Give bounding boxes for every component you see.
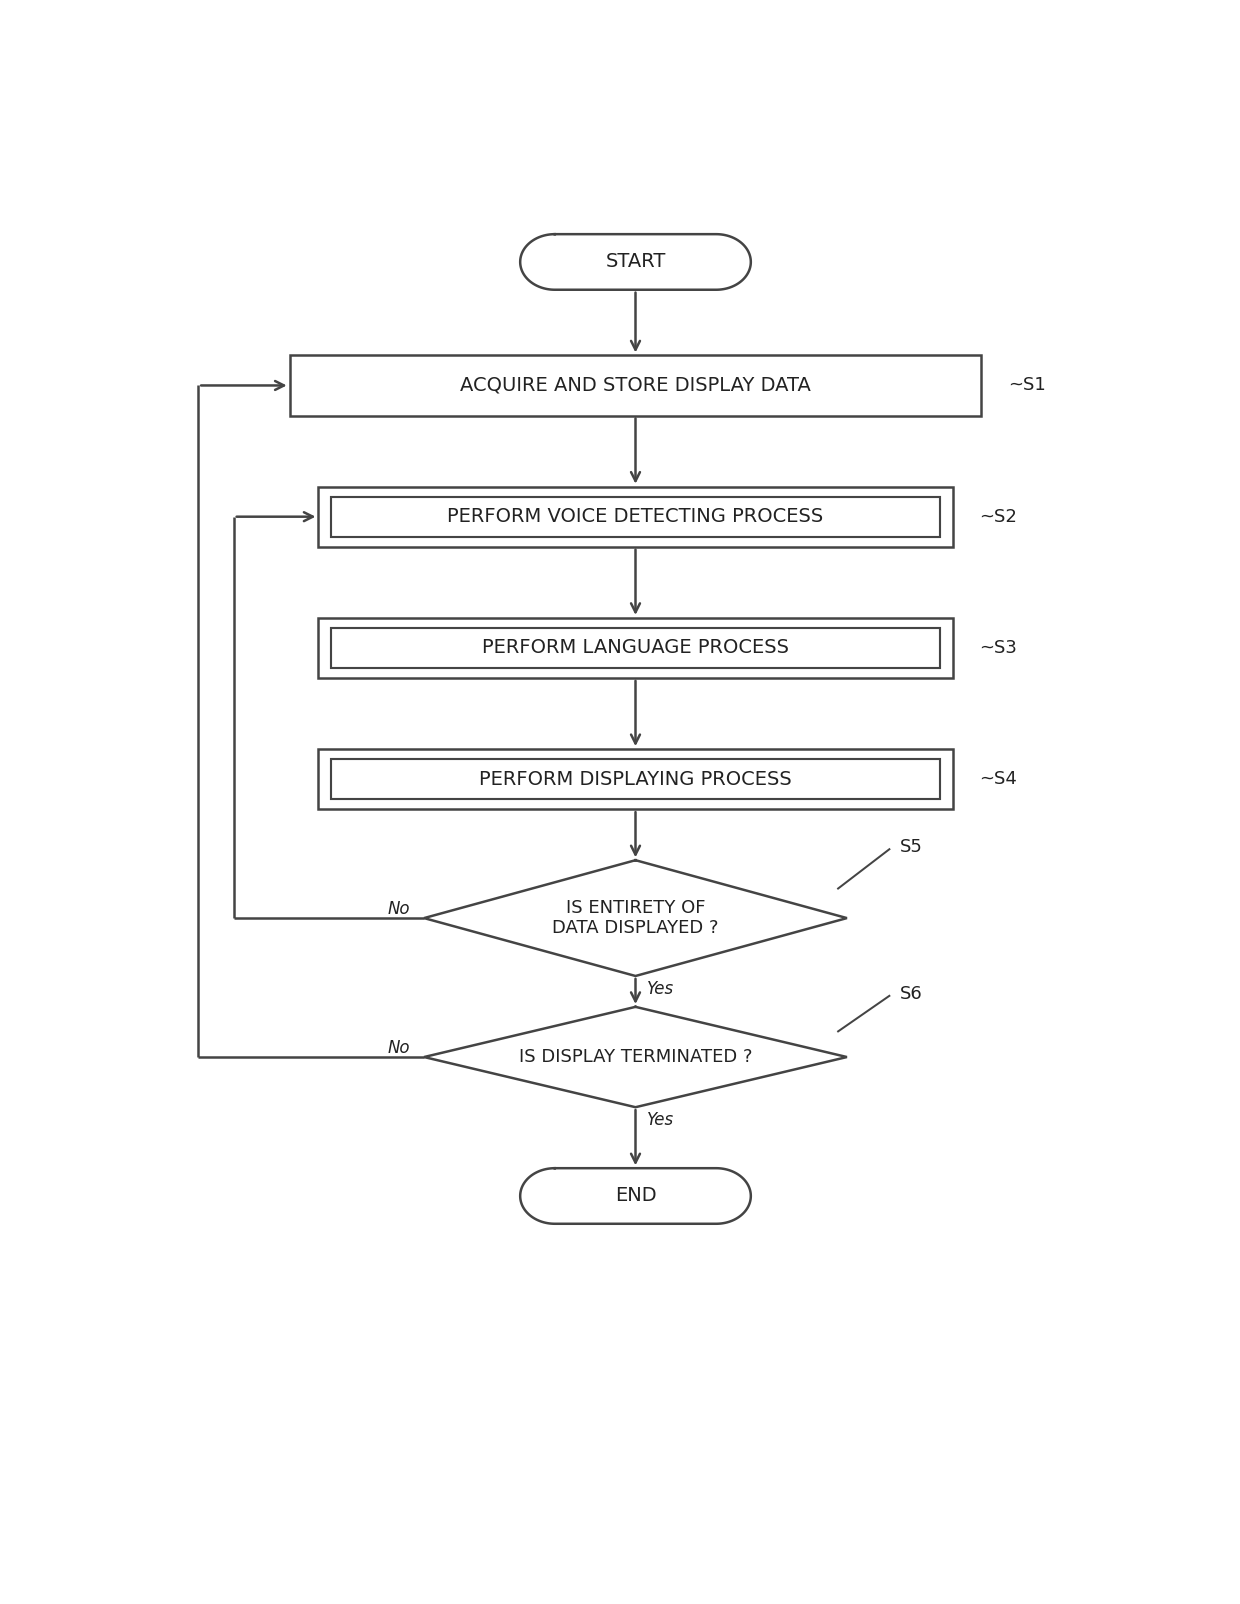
Bar	[319, 618, 952, 678]
Text: PERFORM VOICE DETECTING PROCESS: PERFORM VOICE DETECTING PROCESS	[448, 507, 823, 526]
Text: END: END	[615, 1187, 656, 1206]
Bar	[331, 627, 940, 667]
Text: No: No	[387, 1039, 409, 1057]
Bar	[319, 486, 952, 547]
Text: Yes: Yes	[647, 1112, 675, 1129]
Text: S5: S5	[900, 839, 923, 857]
Text: ~S4: ~S4	[980, 770, 1017, 788]
Text: No: No	[387, 900, 409, 917]
Bar	[331, 497, 940, 537]
Text: S6: S6	[900, 985, 923, 1002]
Polygon shape	[424, 860, 847, 975]
Text: IS ENTIRETY OF
DATA DISPLAYED ?: IS ENTIRETY OF DATA DISPLAYED ?	[552, 898, 719, 937]
Bar	[289, 356, 982, 415]
Text: START: START	[605, 252, 666, 271]
Text: Yes: Yes	[647, 980, 675, 998]
Bar	[319, 749, 952, 810]
Polygon shape	[521, 234, 750, 290]
Text: ~S3: ~S3	[980, 638, 1017, 658]
Text: ~S1: ~S1	[1008, 377, 1047, 395]
Text: ACQUIRE AND STORE DISPLAY DATA: ACQUIRE AND STORE DISPLAY DATA	[460, 375, 811, 395]
Bar	[331, 759, 940, 799]
Text: PERFORM DISPLAYING PROCESS: PERFORM DISPLAYING PROCESS	[479, 770, 792, 789]
Polygon shape	[521, 1168, 750, 1224]
Text: IS DISPLAY TERMINATED ?: IS DISPLAY TERMINATED ?	[518, 1047, 753, 1067]
Text: ~S2: ~S2	[980, 508, 1017, 526]
Polygon shape	[424, 1007, 847, 1107]
Text: PERFORM LANGUAGE PROCESS: PERFORM LANGUAGE PROCESS	[482, 638, 789, 658]
